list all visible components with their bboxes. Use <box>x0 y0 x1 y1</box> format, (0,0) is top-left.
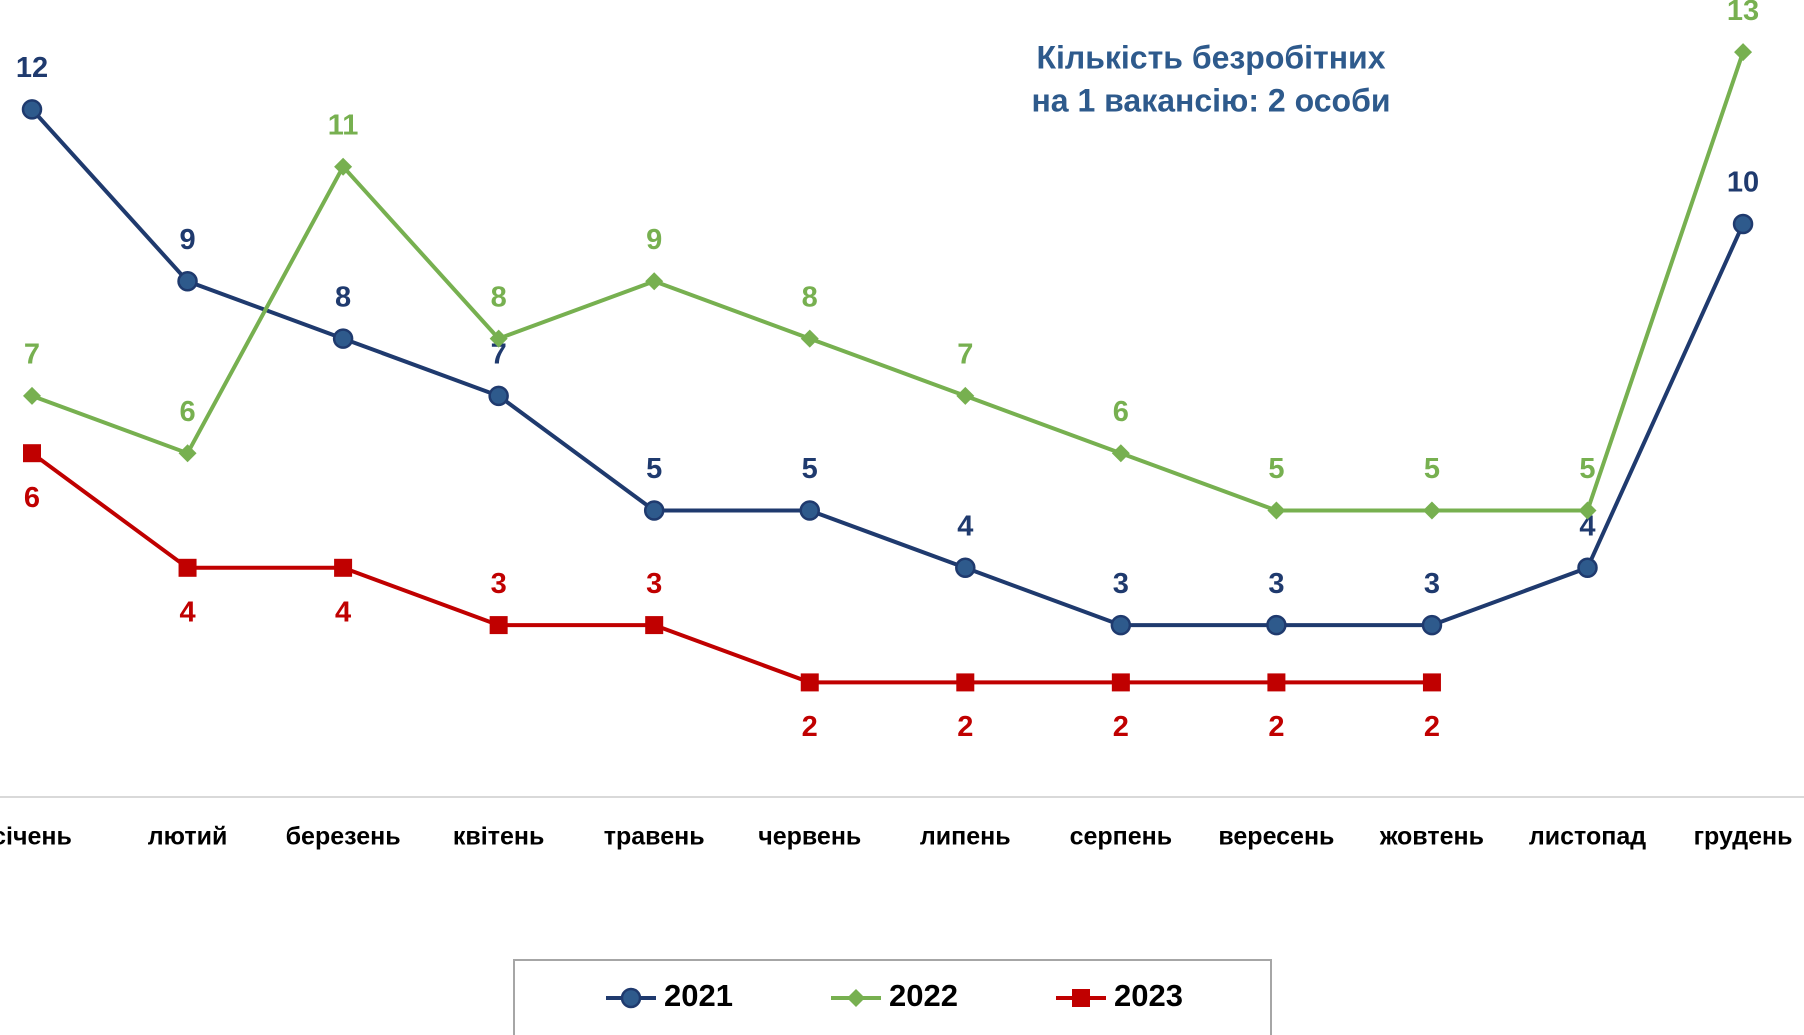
legend-marker <box>620 987 642 1009</box>
data-label: 7 <box>957 339 973 371</box>
x-tick-label: березень <box>286 823 401 851</box>
series-line <box>30 451 1432 685</box>
data-label: 5 <box>1579 453 1595 485</box>
data-label: 5 <box>802 453 818 485</box>
data-point <box>1578 501 1597 520</box>
x-tick-label: січень <box>0 823 72 851</box>
data-point <box>799 500 820 521</box>
series-line <box>30 108 1745 628</box>
data-point <box>1421 614 1443 636</box>
chart-title: Кількість безробітних <box>1036 39 1385 75</box>
data-point <box>1110 614 1132 636</box>
data-point <box>178 444 197 463</box>
data-label: 6 <box>24 482 40 514</box>
data-label: 3 <box>646 568 662 600</box>
x-tick-label: листопад <box>1529 823 1646 851</box>
data-point <box>1111 444 1130 463</box>
data-point <box>332 328 354 349</box>
data-point <box>23 444 41 463</box>
data-label: 2 <box>1268 711 1284 743</box>
data-point <box>955 557 976 579</box>
data-point <box>645 616 664 635</box>
data-point <box>1577 557 1598 579</box>
data-label: 6 <box>179 396 195 428</box>
data-point <box>1422 673 1441 692</box>
data-label: 2 <box>957 711 973 743</box>
data-label: 8 <box>491 281 507 313</box>
data-label: 8 <box>335 281 351 313</box>
x-tick-label: грудень <box>1694 823 1793 851</box>
data-point <box>1267 673 1286 692</box>
data-point <box>1111 673 1130 692</box>
data-label: 4 <box>179 596 195 628</box>
x-tick-label: липень <box>920 823 1011 851</box>
data-point <box>1732 213 1754 235</box>
data-label: 5 <box>646 453 662 485</box>
data-point <box>1267 501 1286 520</box>
data-label: 12 <box>16 52 48 84</box>
data-label: 5 <box>1268 453 1284 485</box>
data-point <box>956 673 975 692</box>
series-line <box>31 51 1745 513</box>
data-label: 5 <box>1424 453 1440 485</box>
legend-label: 2023 <box>1114 978 1183 1013</box>
data-label: 4 <box>957 510 973 542</box>
legend-marker <box>1072 989 1090 1007</box>
data-point <box>1422 501 1441 520</box>
data-point <box>800 329 819 348</box>
legend-label: 2022 <box>889 978 958 1013</box>
data-label: 6 <box>1113 396 1129 428</box>
data-label: 7 <box>24 339 40 371</box>
x-tick-label: лютий <box>148 823 228 851</box>
data-label: 2 <box>1113 711 1129 743</box>
data-label: 3 <box>491 568 507 600</box>
data-point <box>1266 614 1287 636</box>
data-point <box>178 558 197 577</box>
data-label: 7 <box>491 339 507 371</box>
data-point <box>489 329 508 348</box>
chart-title: на 1 вакансію: 2 особи <box>1031 82 1390 118</box>
data-label: 3 <box>1268 568 1284 600</box>
data-label: 2 <box>1424 711 1440 743</box>
x-tick-label: червень <box>758 823 861 851</box>
x-tick-label: жовтень <box>1379 823 1484 851</box>
data-label: 3 <box>1424 568 1440 600</box>
data-label: 2 <box>802 711 818 743</box>
data-label: 10 <box>1727 167 1759 199</box>
data-point <box>956 386 975 405</box>
data-label: 9 <box>646 224 662 256</box>
data-point <box>177 271 198 292</box>
data-label: 4 <box>1579 510 1595 542</box>
data-point <box>23 386 41 405</box>
x-tick-label: травень <box>604 823 705 851</box>
data-label: 8 <box>802 281 818 313</box>
data-label: 9 <box>179 224 195 256</box>
data-point <box>334 157 353 176</box>
legend-marker <box>847 989 865 1007</box>
data-label: 13 <box>1727 0 1759 27</box>
x-tick-label: квітень <box>453 823 544 851</box>
x-tick-label: серпень <box>1070 823 1173 851</box>
x-tick-label: вересень <box>1218 823 1334 851</box>
legend-label: 2021 <box>664 978 733 1013</box>
data-label: 4 <box>335 596 351 628</box>
data-point <box>643 500 665 521</box>
data-label: 3 <box>1113 568 1129 600</box>
data-point <box>1734 43 1753 62</box>
data-point <box>488 385 509 407</box>
data-point <box>21 99 43 120</box>
data-point <box>800 673 819 692</box>
data-point <box>645 272 664 291</box>
data-label: 11 <box>328 109 359 141</box>
data-point <box>489 616 508 635</box>
data-point <box>334 558 353 577</box>
